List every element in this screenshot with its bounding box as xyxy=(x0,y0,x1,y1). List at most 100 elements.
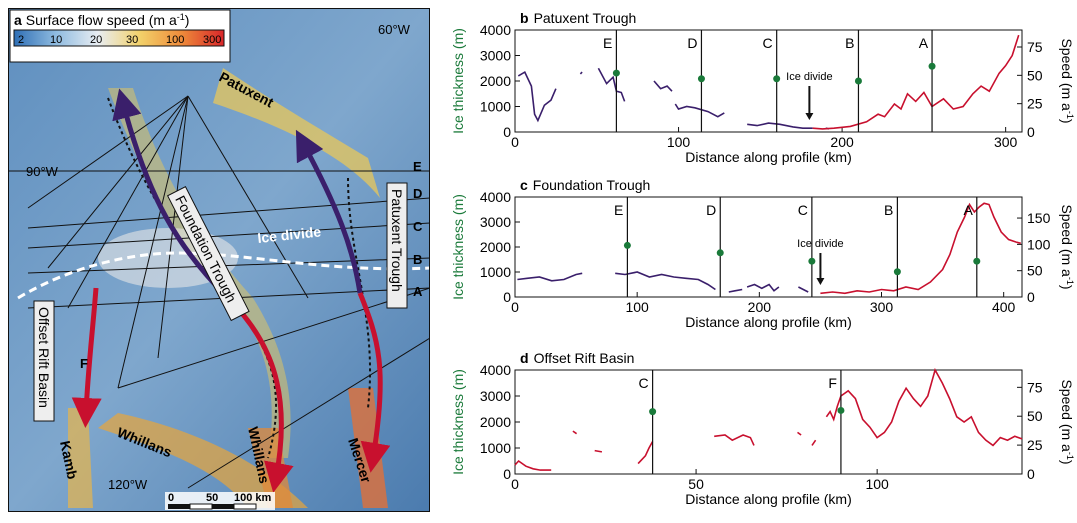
profile-charts: b Patuxent Trough 0 1000 2000 3000 4000 0 25 50 75… xyxy=(435,0,1075,518)
y2-tick-label: 25 xyxy=(1027,96,1043,112)
x-axis-label: Distance along profile (km) xyxy=(685,491,852,507)
y-tick-label: 2000 xyxy=(480,414,511,430)
y-tick-label: 1000 xyxy=(480,440,511,456)
offset-rift-path xyxy=(71,287,102,428)
series-line xyxy=(746,283,780,292)
speed-point xyxy=(649,408,657,416)
ice-divide-line xyxy=(17,251,431,300)
series-line xyxy=(637,441,654,465)
y-tick-label: 0 xyxy=(503,289,511,305)
y2-tick-label: 50 xyxy=(1027,67,1043,83)
profile-marker-label: D xyxy=(706,202,716,218)
x-tick-label: 0 xyxy=(511,476,519,492)
svg-text:Offset Rift Basin: Offset Rift Basin xyxy=(36,307,52,408)
series-line xyxy=(517,272,583,282)
map-frame xyxy=(8,8,430,512)
profile-marker-label: D xyxy=(687,35,697,51)
y-axis-label: Ice thickness (m) xyxy=(450,28,466,134)
series-line xyxy=(594,449,603,453)
svg-text:Patuxent Trough: Patuxent Trough xyxy=(389,189,405,292)
y-axis-label: Ice thickness (m) xyxy=(450,369,466,475)
x-tick-label: 300 xyxy=(870,299,894,315)
y2-axis-label: Speed (m a-1) xyxy=(1059,379,1075,464)
map-panel: a Surface flow speed (m a-1) 2 10 20 30 100 30… xyxy=(8,8,431,512)
svg-text:100 km: 100 km xyxy=(234,492,272,504)
y2-tick-label: 75 xyxy=(1027,39,1043,55)
plot-frame xyxy=(514,369,1023,475)
speed-point xyxy=(773,75,781,83)
colorbar-tick-label: 10 xyxy=(50,34,62,46)
profile-charts-svg: b Patuxent Trough010002000300040000255075… xyxy=(450,10,1075,507)
ice-divide-label: Ice divide xyxy=(786,71,832,83)
chart-b: b Patuxent Trough010002000300040000255075… xyxy=(450,10,1075,165)
kamb-label: Kamb xyxy=(57,439,81,480)
profile-b-label: B xyxy=(413,252,422,267)
profile-marker-label: A xyxy=(963,202,973,218)
ice-divide-label: Ice divide xyxy=(797,238,843,250)
series-line xyxy=(747,122,813,129)
series-line xyxy=(797,431,802,436)
speed-point xyxy=(837,406,845,414)
chart-title: d Offset Rift Basin xyxy=(520,350,634,366)
svg-text:0: 0 xyxy=(168,492,174,504)
speed-point xyxy=(623,241,631,249)
profile-f-label: F xyxy=(80,356,88,371)
speed-point xyxy=(854,77,862,85)
map-ice-divide-label: Ice divide xyxy=(257,223,322,246)
y2-axis-label: Speed (m a-1) xyxy=(1059,204,1075,289)
series-line xyxy=(579,71,583,75)
coord-90w: 90°W xyxy=(26,164,59,179)
series-line xyxy=(728,288,743,293)
profile-marker-label: F xyxy=(828,375,837,391)
kamb-stream xyxy=(68,408,93,508)
x-tick-label: 50 xyxy=(688,476,704,492)
speed-point xyxy=(612,69,620,77)
series-line xyxy=(811,439,817,446)
profile-marker-label: E xyxy=(614,202,623,218)
offset-rift-label: Offset Rift Basin xyxy=(33,300,55,422)
svg-text:50: 50 xyxy=(206,492,218,504)
series-line xyxy=(825,367,1023,447)
x-tick-label: 100 xyxy=(625,299,649,315)
profile-marker-label: C xyxy=(638,375,648,391)
speed-point xyxy=(973,257,981,265)
series-line xyxy=(572,430,578,435)
x-tick-label: 0 xyxy=(511,299,519,315)
profile-marker-label: E xyxy=(603,35,612,51)
series-line xyxy=(514,459,552,471)
y2-tick-label: 0 xyxy=(1027,466,1035,482)
x-tick-label: 100 xyxy=(865,476,889,492)
radar-lines xyxy=(8,95,431,489)
y-tick-label: 3000 xyxy=(480,214,511,230)
ice-divide-arrowhead xyxy=(816,278,825,285)
series-line xyxy=(653,80,673,92)
x-tick-label: 0 xyxy=(511,134,519,150)
y2-tick-label: 0 xyxy=(1027,289,1035,305)
surface-speed-map: a Surface flow speed (m a-1) 2 10 20 30 100 30… xyxy=(8,8,431,512)
y2-tick-label: 50 xyxy=(1027,408,1043,424)
profile-c-label: C xyxy=(413,219,423,234)
x-axis-label: Distance along profile (km) xyxy=(685,314,852,330)
scale-bar: 0 50 100 km xyxy=(165,492,275,510)
speed-point xyxy=(697,75,705,83)
ice-divide-arrowhead xyxy=(805,113,814,120)
colorbar-ticks: 2 10 20 30 100 300 xyxy=(18,34,221,46)
chart-c: c Foundation Trough0100020003000400005010… xyxy=(450,177,1075,330)
y-tick-label: 1000 xyxy=(480,264,511,280)
patuxent-outline xyxy=(347,177,372,409)
colorbar-tick-label: 100 xyxy=(166,34,184,46)
profile-a-label: A xyxy=(413,284,423,299)
x-tick-label: 300 xyxy=(994,134,1018,150)
patuxent-downstream-path xyxy=(357,292,391,473)
y-tick-label: 4000 xyxy=(480,189,511,205)
series-line xyxy=(820,202,1022,295)
coord-120w: 120°W xyxy=(108,477,148,492)
series-line xyxy=(517,70,557,123)
y2-tick-label: 50 xyxy=(1027,263,1043,279)
colorbar-tick-label: 30 xyxy=(126,34,138,46)
x-axis-label: Distance along profile (km) xyxy=(685,149,852,165)
y-tick-label: 3000 xyxy=(480,388,511,404)
chart-title: c Foundation Trough xyxy=(520,177,650,193)
y-tick-label: 1000 xyxy=(480,99,511,115)
x-tick-label: 100 xyxy=(667,134,691,150)
